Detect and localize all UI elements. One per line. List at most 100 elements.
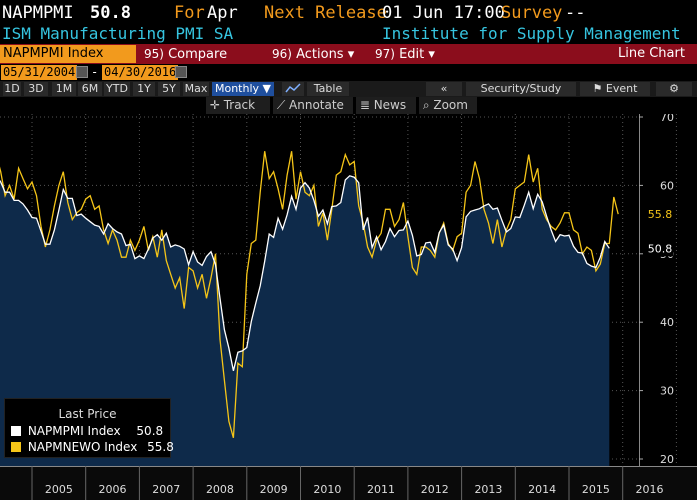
y-tick-label: 30 [660, 385, 674, 398]
ticker-field[interactable]: NAPMPMI Index [0, 45, 136, 63]
legend-item-newo: NAPMNEWO Index 55.8 [11, 440, 174, 454]
date-range-row: 05/31/2004 - 04/30/2016 [0, 64, 697, 81]
end-calendar-icon[interactable] [175, 66, 187, 78]
zoom-label: Zoom [433, 98, 468, 112]
line-chart[interactable]: 20304050607055.850.820052006200720082009… [0, 114, 697, 500]
annotate-tool[interactable]: ⟋ Annotate [273, 97, 353, 114]
edit-number: 97) [375, 47, 395, 61]
legend-value-pmi: 50.8 [136, 424, 164, 438]
legend-swatch-pmi [11, 426, 21, 436]
x-tick-label: 2008 [206, 483, 234, 496]
range-6m-button[interactable]: 6M [78, 82, 102, 96]
x-tick-label: 2014 [528, 483, 556, 496]
period-label: Monthly [214, 82, 260, 95]
range-5y-button[interactable]: 5Y [158, 82, 180, 96]
collapse-left-icon[interactable]: « [426, 82, 462, 96]
line-chart-icon[interactable] [282, 82, 304, 96]
y-tick-label: 60 [660, 179, 674, 192]
pmi-last-tag-label: 50.8 [648, 242, 673, 255]
range-max-button[interactable]: Max [183, 82, 209, 96]
x-tick-label: 2007 [152, 483, 180, 496]
chart-type-label[interactable]: Line Chart [618, 46, 685, 61]
header-ticker: NAPMPMI [2, 3, 74, 23]
range-3d-button[interactable]: 3D [24, 82, 48, 96]
actions-button[interactable]: 96) Actions ▾ [272, 45, 354, 63]
legend-title: Last Price [58, 407, 117, 421]
crosshair-icon: ✛ [206, 98, 224, 112]
y-tick-label: 20 [660, 453, 674, 466]
gear-icon[interactable]: ⚙ [656, 82, 692, 96]
pmi-series-line [0, 175, 610, 371]
annotate-label: Annotate [289, 98, 344, 112]
end-date-field[interactable]: 04/30/2016 [102, 65, 179, 80]
legend-name-pmi: NAPMPMI Index [27, 424, 121, 438]
track-tool[interactable]: ✛ Track [206, 97, 270, 114]
header-survey-label: Survey [501, 3, 563, 23]
compare-button[interactable]: 95) Compare [144, 45, 227, 63]
legend-item-pmi: NAPMPMI Index 50.8 [11, 424, 163, 438]
actions-number: 96) [272, 47, 292, 61]
x-tick-label: 2016 [636, 483, 664, 496]
header-row: NAPMPMI 50.8 For Apr Next Release 01 Jun… [0, 0, 697, 26]
start-date-field[interactable]: 05/31/2004 [1, 65, 78, 80]
x-tick-label: 2006 [99, 483, 127, 496]
security-description: ISM Manufacturing PMI SA [2, 24, 234, 43]
edit-button[interactable]: 97) Edit ▾ [375, 45, 435, 63]
zoom-tool[interactable]: ⌕ Zoom [419, 97, 477, 114]
x-axis-band [0, 466, 697, 500]
magnifier-icon: ⌕ [419, 98, 434, 112]
chart-legend: Last Price NAPMPMI Index 50.8 NAPMNEWO I… [4, 398, 174, 458]
x-tick-label: 2009 [260, 483, 288, 496]
date-separator: - [91, 65, 99, 79]
header-last-value: 50.8 [90, 3, 131, 23]
x-tick-label: 2011 [367, 483, 395, 496]
range-toolbar: 1D 3D 1M 6M YTD 1Y 5Y Max Monthly ▼ Tabl… [0, 81, 697, 97]
subtitle-row: ISM Manufacturing PMI SA Institute for S… [0, 24, 697, 44]
actions-label: Actions [296, 47, 344, 62]
period-dropdown[interactable]: Monthly ▼ [212, 82, 274, 96]
news-label: News [373, 98, 407, 112]
header-survey-value: -- [565, 3, 586, 23]
x-tick-label: 2010 [313, 483, 341, 496]
range-1m-button[interactable]: 1M [52, 82, 76, 96]
y-tick-label: 40 [660, 316, 674, 329]
range-1d-button[interactable]: 1D [3, 82, 21, 96]
header-for-label: For [174, 3, 205, 23]
x-tick-label: 2013 [474, 483, 502, 496]
legend-name-newo: NAPMNEWO Index [27, 440, 138, 454]
security-study-button[interactable]: Security/Study [466, 82, 576, 96]
pmi-area-fill [0, 175, 610, 466]
command-bar: NAPMPMI Index 95) Compare 96) Actions ▾ … [0, 44, 697, 64]
flag-icon: ⚑ [592, 82, 603, 95]
pmi-last-tag-box [641, 240, 673, 257]
event-button[interactable]: ⚑ Event [580, 82, 650, 96]
pencil-icon: ⟋ [273, 98, 290, 112]
compare-number: 95) [144, 47, 164, 61]
newo-series-line [0, 151, 619, 438]
table-label: Table [313, 82, 343, 95]
chart-tools-row: ✛ Track ⟋ Annotate ≣ News ⌕ Zoom [0, 97, 697, 114]
security-study-label: Security/Study [480, 82, 562, 95]
chart-axes: 20304050607055.850.820052006200720082009… [0, 114, 697, 500]
edit-dropdown-icon: ▾ [428, 47, 435, 62]
compare-label: Compare [168, 47, 228, 62]
newo-last-tag-label: 55.8 [648, 208, 673, 221]
event-label: Event [605, 82, 638, 95]
newo-last-tag-box [641, 206, 673, 223]
x-tick-label: 2015 [582, 483, 610, 496]
header-next-release-label: Next Release [264, 3, 387, 23]
header-for-value: Apr [207, 3, 238, 23]
x-tick-label: 2005 [45, 483, 73, 496]
y-tick-label: 70 [660, 114, 674, 124]
header-next-release-value: 01 Jun 17:00 [382, 3, 505, 23]
news-tool[interactable]: ≣ News [356, 97, 416, 114]
table-button[interactable]: Table [307, 82, 349, 96]
legend-swatch-newo [11, 442, 21, 452]
edit-label: Edit [399, 47, 425, 62]
period-dropdown-icon: ▼ [262, 82, 271, 95]
legend-value-newo: 55.8 [147, 440, 174, 454]
source-name: Institute for Supply Management [382, 24, 681, 43]
range-1y-button[interactable]: 1Y [133, 82, 155, 96]
start-calendar-icon[interactable] [76, 66, 88, 78]
range-ytd-button[interactable]: YTD [104, 82, 130, 96]
